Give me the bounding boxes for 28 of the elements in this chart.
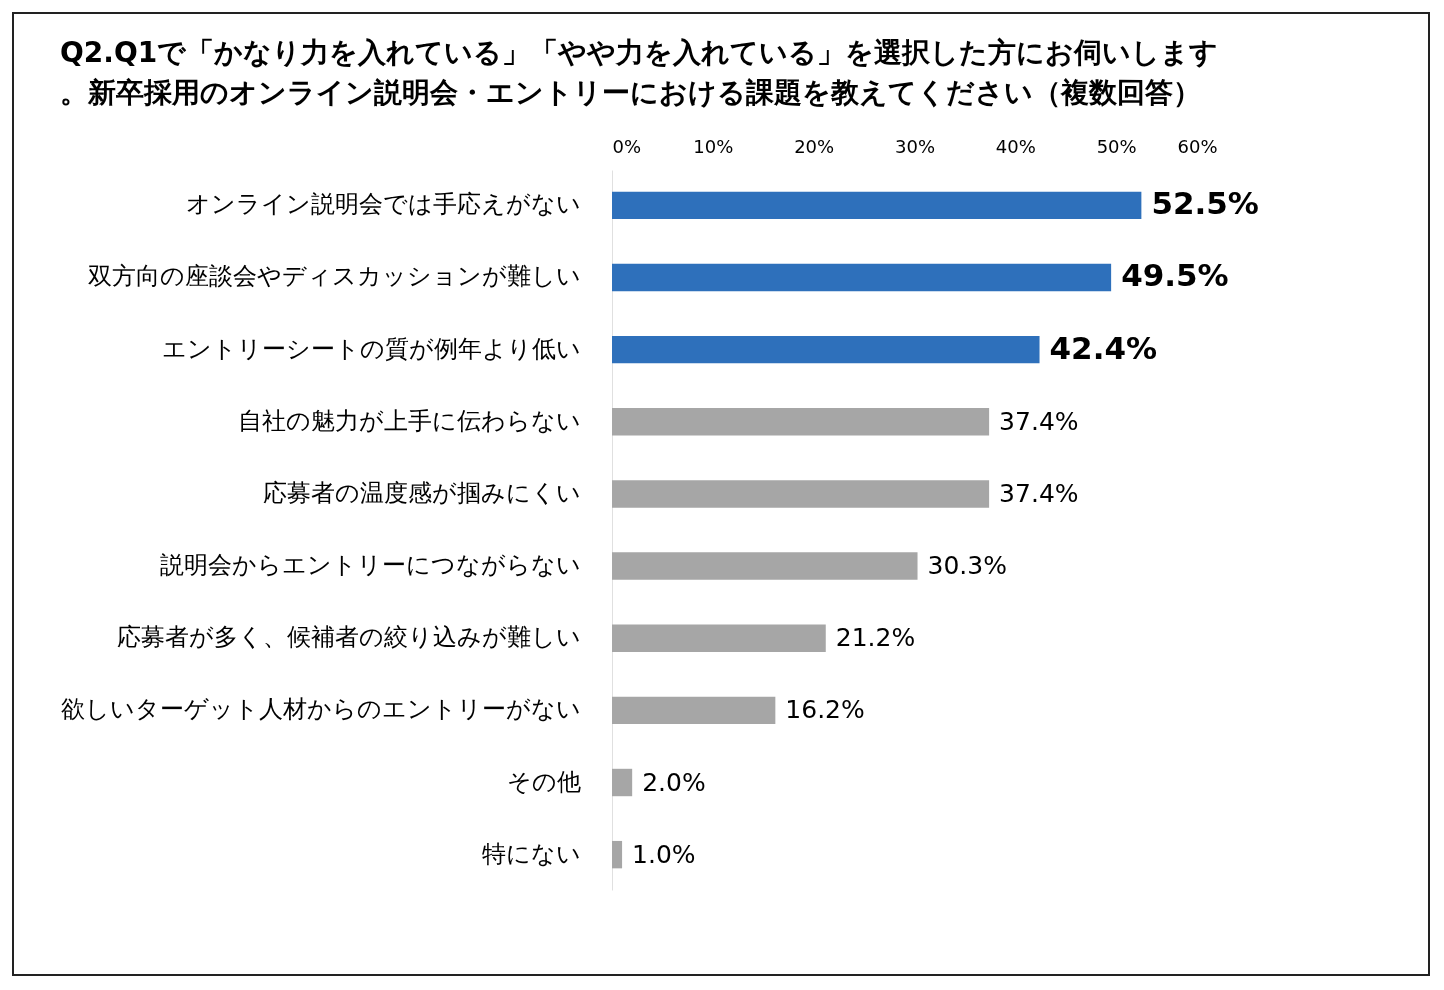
y-tick-label: その他 (506, 767, 581, 796)
y-tick-label: 応募者の温度感が掴みにくい (262, 478, 581, 507)
data-label: 42.4% (1049, 329, 1158, 366)
y-tick-label: 欲しいターゲット人材からのエントリーがない (60, 695, 581, 724)
x-tick-label: 20% (794, 135, 835, 157)
y-tick-label: 説明会からエントリーにつながらない (159, 551, 581, 580)
data-label: 30.3% (927, 551, 1007, 581)
y-tick-label: 双方向の座談会やディスカッションが難しい (87, 262, 581, 291)
data-label: 52.5% (1151, 185, 1259, 222)
data-label: 37.4% (999, 478, 1079, 508)
y-tick-label: エントリーシートの質が例年より低い (161, 334, 581, 363)
y-tick-label: オンライン説明会では手応えがない (185, 190, 581, 219)
x-tick-label: 30% (894, 135, 936, 157)
x-tick-label: 40% (995, 135, 1036, 157)
data-label: 16.2% (785, 695, 865, 725)
data-label: 37.4% (999, 406, 1079, 436)
y-tick-label: 応募者が多く、候補者の絞り込みが難しい (116, 623, 581, 652)
x-tick-label: 10% (693, 135, 734, 157)
data-label: 1.0% (632, 839, 696, 869)
x-tick-label: 50% (1096, 135, 1137, 157)
data-label: 2.0% (642, 767, 706, 797)
x-tick-label: 0% (612, 135, 642, 157)
y-tick-label: 自社の魅力が上手に伝わらない (237, 406, 581, 435)
x-tick-label: 60% (1177, 135, 1218, 157)
data-label: 49.5% (1121, 257, 1229, 294)
data-label: 21.2% (835, 623, 916, 653)
chart-title: Q2.Q1で「かなり力を入れている」「やや力を入れている」を選択した方にお伺いします。新卒採用のオンライン説明会・エントリーにおける課題を教えてください（複数回答） (60, 36, 1219, 109)
y-tick-label: 特にない (481, 839, 581, 868)
